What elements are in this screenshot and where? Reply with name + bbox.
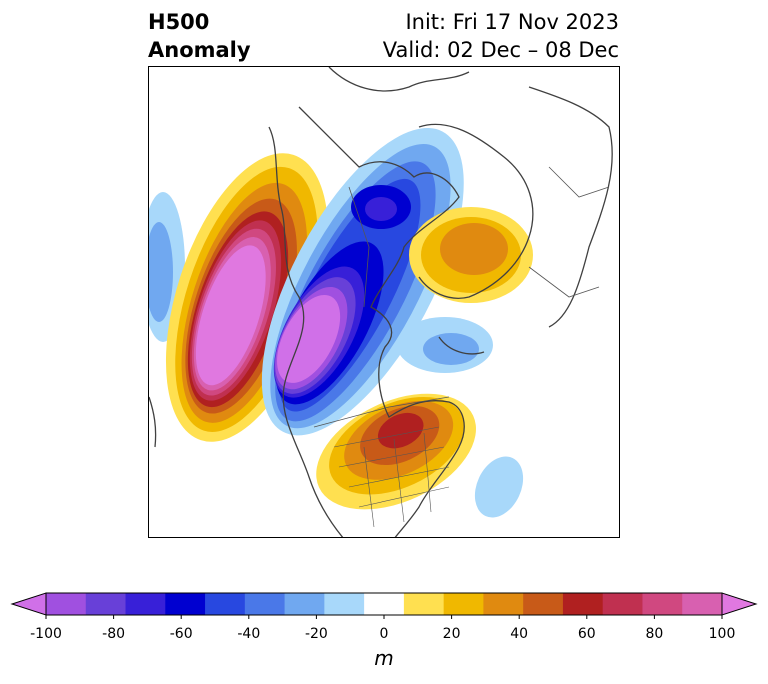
title-left: H500 Anomaly — [148, 8, 251, 64]
colorbar-segment — [403, 593, 445, 615]
west-coast-ridge — [165, 153, 329, 442]
colorbar-unit: m — [374, 646, 394, 670]
colorbar-segment — [125, 593, 166, 615]
colorbar-segment — [642, 593, 683, 615]
hudson-low — [351, 185, 411, 229]
colorbar — [10, 592, 758, 619]
us-state-borders — [333, 426, 450, 528]
colorbar-tick-label: 80 — [645, 626, 664, 642]
colorbar-tick-label: -80 — [102, 626, 126, 642]
colorbar-extend-low — [10, 592, 47, 616]
eastern-us-ridge — [316, 393, 476, 510]
colorbar-segment — [682, 593, 723, 615]
colorbar-segment — [443, 593, 484, 615]
colorbar-tick-label: -100 — [30, 626, 62, 642]
colorbar-segment — [244, 593, 286, 615]
colorbar-tick-label: 0 — [379, 626, 389, 642]
colorbar-segment — [364, 593, 405, 615]
colorbar-tick-label: 60 — [577, 626, 596, 642]
colorbar-tick-label: -20 — [304, 626, 328, 642]
colorbar-segment — [324, 593, 365, 615]
colorbar-segment — [483, 593, 524, 615]
title-right: Init: Fri 17 Nov 2023 Valid: 02 Dec – 08… — [383, 8, 619, 64]
title-type: Anomaly — [148, 38, 251, 62]
colorbar-tick-label: 40 — [510, 626, 529, 642]
colorbar-segment — [165, 593, 206, 615]
valid-range: Valid: 02 Dec – 08 Dec — [382, 38, 619, 62]
colorbar-segment — [85, 593, 127, 615]
colorbar-segment — [523, 593, 564, 615]
colorbar-segment — [602, 593, 643, 615]
colorbar-tick-label: -60 — [169, 626, 193, 642]
init-date: Init: Fri 17 Nov 2023 — [405, 10, 619, 34]
anomaly-map — [148, 66, 620, 538]
greenland-ridge — [409, 207, 533, 303]
colorbar-segment — [205, 593, 246, 615]
central-trough — [261, 128, 464, 436]
colorbar-extend-high — [721, 592, 758, 616]
title-variable: H500 — [148, 10, 210, 34]
colorbar-tick-label: -40 — [237, 626, 261, 642]
country-borders — [313, 166, 610, 428]
map-canvas — [149, 67, 613, 537]
colorbar-segment — [284, 593, 325, 615]
colorbar-tick-label: 100 — [708, 626, 736, 642]
colorbar-segment — [46, 593, 87, 615]
colorbar-tick-label: 20 — [442, 626, 461, 642]
colorbar-segment — [562, 593, 604, 615]
